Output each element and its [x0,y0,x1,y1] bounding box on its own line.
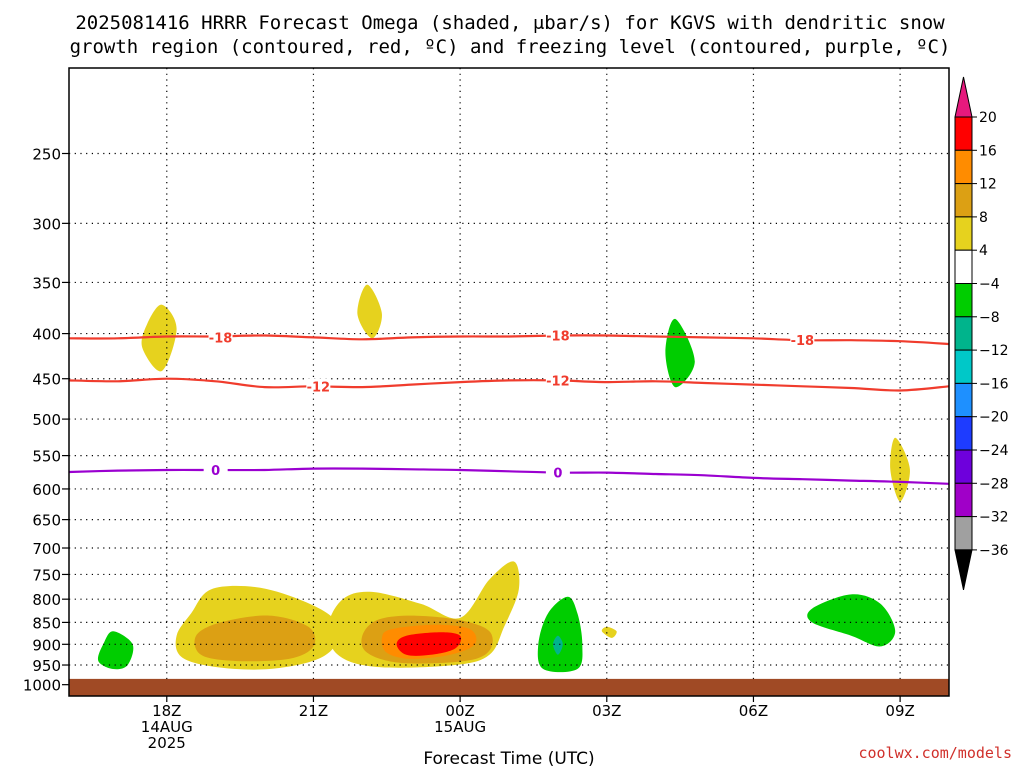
contour-label: -18 [209,331,233,346]
x-axis-label: Forecast Time (UTC) [423,749,594,768]
y-tick-label: 550 [32,448,61,466]
y-tick-label: 450 [32,371,61,389]
colorbar-label: −4 [979,277,1000,293]
x-tick-label: 03Z [592,702,621,720]
x-tick-label: 14AUG [141,718,193,736]
chart-title-line-2: growth region (contoured, red, ºC) and f… [70,36,951,58]
omega-shaded-region [141,304,177,372]
colorbar-label: −20 [979,410,1009,426]
contour-label: 0 [553,467,562,482]
colorbar-label: −12 [979,343,1009,359]
omega-shaded-region [601,626,617,638]
colorbar-band [954,382,973,418]
terrain [69,678,949,696]
colorbar-band [954,149,973,185]
y-tick-label: 300 [32,215,61,233]
colorbar-band [954,116,973,151]
contour-label-bg [545,372,570,388]
colorbar-label: 12 [979,177,997,193]
contour-label-bg [208,329,233,345]
colorbar: 20 16 12 8 4 −4 −8 −12 −16 −20 −24 −28 −32 −36 [954,76,1009,591]
y-tick-label: 950 [32,657,61,675]
x-tick-label: 00Z [445,702,474,720]
colorbar-label: −36 [979,543,1009,559]
colorbar-label: −28 [979,476,1009,492]
y-tick-label: 600 [32,481,61,499]
colorbar-label: 4 [979,243,988,259]
colorbar-band [954,283,973,318]
terrain-fill [69,678,949,696]
omega-shaded-region [194,615,316,662]
colorbar-label: −24 [979,443,1009,459]
x-tick-label: 2025 [148,734,186,752]
omega-shaded-region [890,437,910,502]
credit-text: coolwx.com/models [858,744,1012,762]
x-tick-label: 18Z [152,702,181,720]
y-tick-label: 900 [32,636,61,654]
colorbar-band [954,249,973,284]
x-tick-label: 09Z [885,702,914,720]
colorbar-band [954,449,973,484]
contour-label-bg [545,327,570,343]
colorbar-band [954,316,973,351]
y-tick-label: 400 [32,326,61,344]
contours: -18 -18 -18 -12 -12 0 0 [68,327,950,485]
y-axis: 250 300 350 400 450 500 550 600 650 700 750 800 850 9… [23,145,69,695]
contour-label: -18 [791,334,815,349]
omega-shaded-region [537,596,583,673]
y-tick-label: 700 [32,540,61,558]
colorbar-band [954,416,973,451]
x-tick-label: 06Z [739,702,768,720]
chart-title-line-1: 2025081416 HRRR Forecast Omega (shaded, … [75,12,945,34]
omega-shaded-region [665,318,695,388]
colorbar-label: 20 [979,110,997,126]
colorbar-label: −8 [979,310,1000,326]
y-tick-label: 800 [32,591,61,609]
colorbar-band [954,482,973,518]
colorbar-label: −32 [979,510,1009,526]
colorbar-top-arrow [954,76,973,118]
contour-label-bg [306,378,331,394]
contour-label-bg [545,464,570,480]
colorbar-band [954,216,973,251]
y-tick-label: 650 [32,512,61,530]
y-tick-label: 1000 [23,677,61,695]
x-tick-label: 21Z [299,702,328,720]
colorbar-label: 8 [979,210,988,226]
contour-label: -18 [546,329,570,344]
contour-label-bg [790,332,815,348]
contour-label: 0 [211,464,220,479]
contour-line [68,334,950,346]
contour-label-bg [203,461,228,477]
contour-line [68,467,950,485]
y-tick-label: 850 [32,614,61,632]
y-tick-label: 350 [32,274,61,292]
colorbar-band [954,349,973,384]
colorbar-bottom-arrow [954,549,973,591]
x-tick-label: 15AUG [434,718,486,736]
colorbar-label: −16 [979,376,1009,392]
y-tick-label: 250 [32,145,61,163]
y-tick-label: 750 [32,566,61,584]
y-tick-label: 500 [32,411,61,429]
omega-shaded-region [807,594,896,647]
contour-label: -12 [307,380,331,395]
plot-frame [68,67,950,697]
contour-line [68,377,950,392]
contour-label: -12 [546,374,570,389]
omega-shaded-region [553,635,563,655]
colorbar-label: 16 [979,143,997,159]
omega-shaded-region [97,631,134,670]
colorbar-band [954,516,973,551]
colorbar-band [954,183,973,218]
omega-shaded-region [357,284,382,339]
